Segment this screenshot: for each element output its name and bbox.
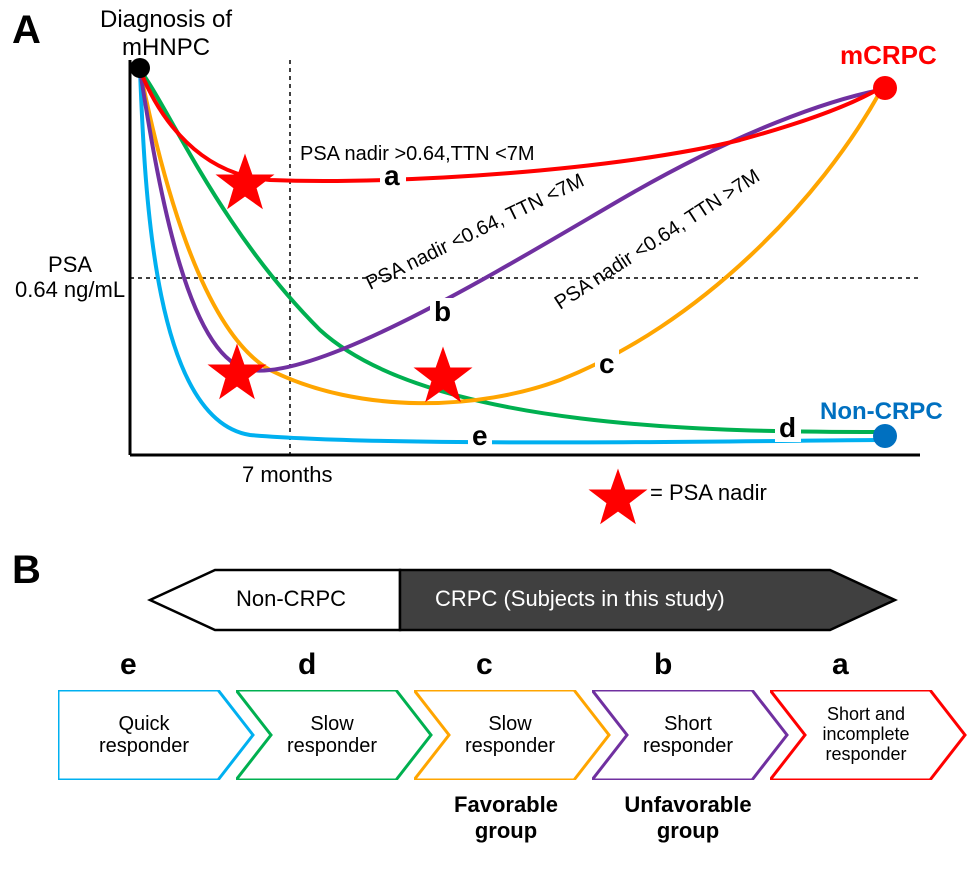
chev-b: Short responder: [592, 690, 792, 780]
chev-a: Short and incomplete responder: [770, 690, 969, 780]
chev-e-letter: e: [120, 648, 137, 682]
chev-a-letter: a: [832, 648, 849, 682]
chev-e: Quick responder: [58, 690, 258, 780]
chev-c-letter: c: [476, 648, 493, 682]
chev-d: Slow responder: [236, 690, 436, 780]
chev-c: Slow responder: [414, 690, 614, 780]
unfavorable-group-label: Unfavorable group: [608, 792, 768, 844]
bigarrow-right-text: CRPC (Subjects in this study): [435, 586, 725, 612]
chev-b-letter: b: [654, 648, 672, 682]
favorable-group-label: Favorable group: [436, 792, 576, 844]
chev-d-letter: d: [298, 648, 316, 682]
bigarrow-left-text: Non-CRPC: [236, 586, 346, 612]
